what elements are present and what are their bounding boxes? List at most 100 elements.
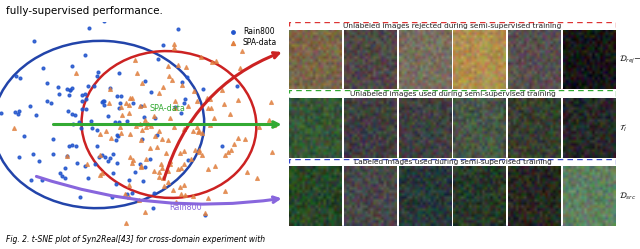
Point — [125, 155, 135, 159]
Point — [60, 176, 70, 180]
Point — [173, 63, 184, 67]
Point — [242, 170, 252, 174]
Point — [42, 81, 52, 85]
Legend: Rain800, SPA-data: Rain800, SPA-data — [225, 26, 278, 48]
Point — [204, 167, 214, 171]
Point — [188, 129, 198, 133]
Point — [124, 111, 134, 115]
Point — [67, 122, 77, 126]
Point — [173, 167, 183, 171]
Point — [64, 93, 74, 97]
Point — [163, 138, 173, 142]
Point — [190, 148, 200, 152]
Point — [110, 120, 120, 124]
Point — [150, 116, 160, 120]
Point — [203, 196, 213, 200]
Point — [157, 176, 168, 180]
Point — [170, 105, 180, 109]
Point — [83, 84, 93, 88]
Point — [158, 85, 168, 89]
Point — [124, 178, 134, 182]
Point — [60, 166, 70, 170]
Point — [184, 1, 194, 5]
Point — [171, 200, 181, 204]
Point — [62, 154, 72, 158]
Point — [140, 210, 150, 214]
Point — [152, 132, 162, 136]
Point — [105, 86, 115, 90]
Point — [137, 128, 147, 132]
Point — [136, 138, 146, 142]
Point — [210, 164, 220, 168]
Point — [169, 42, 179, 46]
Point — [120, 192, 130, 196]
Point — [172, 27, 182, 31]
Point — [140, 115, 150, 119]
Point — [114, 120, 124, 124]
Point — [104, 156, 115, 160]
Point — [168, 188, 178, 192]
Point — [157, 166, 167, 170]
Point — [28, 152, 38, 156]
Point — [134, 198, 144, 202]
Point — [87, 126, 97, 130]
Point — [95, 153, 105, 157]
Point — [84, 26, 95, 30]
Point — [141, 157, 152, 161]
Point — [170, 106, 180, 110]
Point — [192, 99, 202, 103]
Point — [111, 137, 121, 141]
Point — [92, 74, 102, 78]
Point — [205, 106, 216, 110]
Point — [53, 85, 63, 89]
Point — [182, 158, 193, 162]
Point — [57, 174, 67, 178]
Point — [179, 162, 189, 166]
Point — [122, 119, 132, 123]
Point — [67, 86, 77, 90]
Point — [128, 101, 138, 105]
Point — [186, 157, 196, 161]
Point — [63, 109, 73, 113]
Point — [75, 195, 85, 199]
Point — [156, 162, 166, 166]
Point — [80, 53, 90, 57]
Point — [65, 88, 76, 92]
Point — [0, 111, 6, 115]
Point — [154, 170, 164, 174]
Point — [112, 94, 122, 98]
Point — [61, 154, 72, 158]
Point — [264, 118, 275, 122]
Point — [146, 90, 156, 94]
Point — [106, 136, 116, 140]
Point — [145, 124, 156, 128]
Point — [81, 97, 92, 101]
Point — [124, 183, 134, 187]
Point — [116, 105, 126, 109]
Point — [108, 152, 118, 156]
Point — [93, 155, 104, 159]
Point — [100, 129, 111, 133]
Point — [176, 111, 186, 115]
Point — [234, 136, 244, 140]
Point — [70, 71, 81, 75]
Point — [103, 114, 113, 118]
Point — [111, 182, 122, 186]
Point — [232, 84, 243, 88]
Point — [77, 93, 87, 97]
Point — [48, 137, 58, 141]
Point — [207, 60, 217, 64]
Point — [253, 125, 264, 129]
Point — [167, 78, 177, 82]
Point — [179, 101, 189, 105]
Point — [97, 100, 107, 104]
Point — [188, 194, 198, 198]
Point — [154, 91, 164, 95]
Point — [131, 124, 141, 127]
Point — [127, 191, 137, 195]
Point — [220, 189, 230, 193]
Point — [220, 102, 230, 106]
Point — [143, 122, 153, 126]
Point — [117, 113, 127, 117]
Point — [200, 213, 210, 217]
